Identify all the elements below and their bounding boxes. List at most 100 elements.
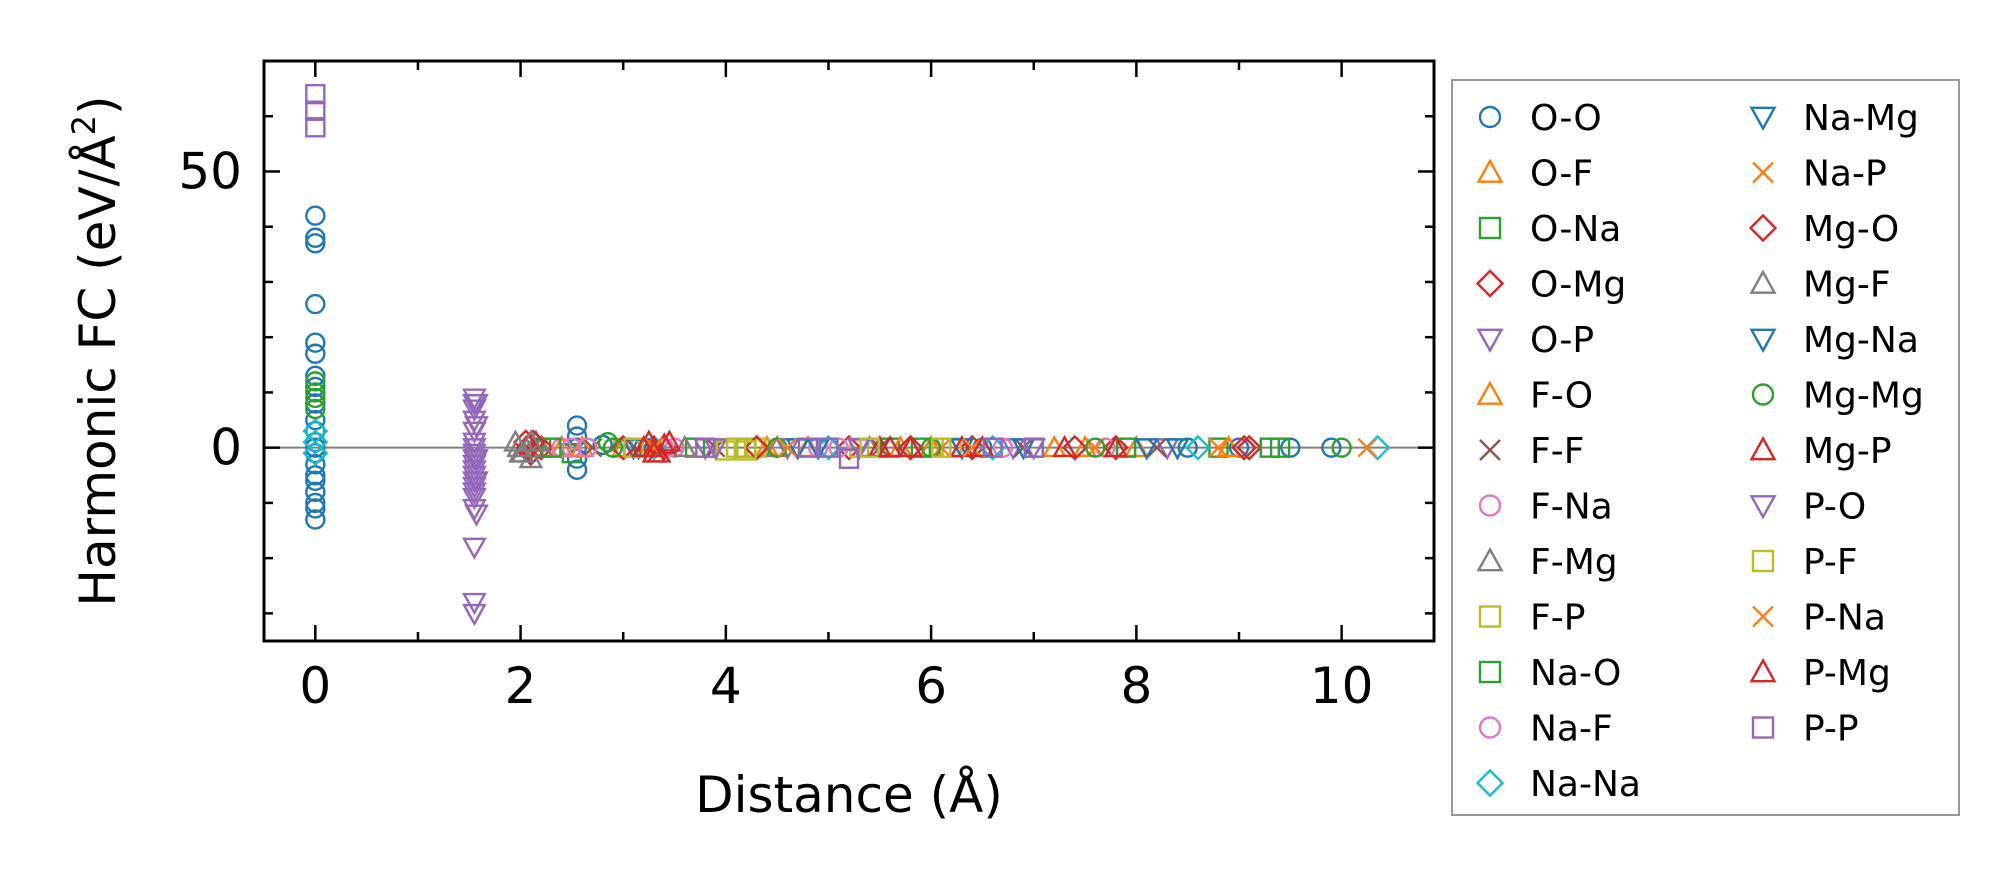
- data-point: [1134, 438, 1160, 461]
- series-mg-mg: [305, 371, 1352, 458]
- data-point: [305, 465, 326, 486]
- data-point: [838, 448, 860, 469]
- data-point: [777, 437, 798, 458]
- data-point: [1165, 438, 1190, 461]
- data-point: [1357, 437, 1378, 458]
- legend-label: F-Mg: [1530, 542, 1618, 583]
- data-point: [305, 398, 326, 420]
- legend-entry: F-P: [1478, 598, 1585, 639]
- data-point: [305, 376, 326, 398]
- data-point: [510, 440, 536, 463]
- x-tick-label: 10: [1310, 657, 1374, 715]
- data-point: [602, 437, 624, 458]
- data-point: [464, 393, 489, 417]
- legend-label: F-P: [1530, 598, 1585, 639]
- legend-marker: [1478, 660, 1502, 684]
- legend-marker: [1476, 328, 1504, 353]
- data-points-layer: [302, 83, 1391, 627]
- legend-entry: Mg-P: [1749, 431, 1892, 472]
- data-point: [949, 434, 975, 458]
- legend-marker: [1751, 716, 1775, 739]
- x-tick-label: 2: [505, 657, 537, 715]
- series-p-mg: [631, 429, 1077, 463]
- legend-entry: Na-P: [1752, 154, 1887, 195]
- data-point: [305, 498, 326, 519]
- legend-marker: [1475, 269, 1505, 298]
- legend-marker: [1748, 213, 1778, 243]
- data-point: [302, 429, 329, 456]
- legend-label: Mg-P: [1803, 431, 1892, 472]
- data-point: [519, 429, 546, 456]
- tick-labels-layer: 0 2 4 6 8 10 0 50: [178, 142, 1373, 715]
- data-point: [305, 481, 326, 503]
- plot-frame: [262, 59, 1436, 643]
- data-point: [1259, 437, 1280, 458]
- data-point: [528, 434, 555, 461]
- data-point: [1052, 434, 1077, 458]
- legend-entry: O-Na: [1478, 209, 1621, 250]
- legend-frame: [1451, 79, 1960, 816]
- data-point: [1023, 437, 1044, 458]
- x-tick-label: 6: [915, 657, 947, 715]
- data-point: [305, 437, 326, 458]
- legend-label: Mg-O: [1803, 209, 1899, 250]
- data-point: [1321, 437, 1342, 458]
- data-point: [518, 445, 544, 469]
- data-point: [305, 293, 326, 315]
- legend-marker: [1476, 380, 1504, 405]
- legend-label: O-O: [1530, 98, 1602, 139]
- data-point: [541, 437, 562, 458]
- legend-marker: [1479, 439, 1501, 461]
- legend-marker: [1476, 547, 1504, 572]
- data-point: [1280, 437, 1301, 458]
- legend-entry: F-Na: [1478, 487, 1613, 528]
- data-point: [1013, 437, 1034, 458]
- legend-label: P-O: [1803, 487, 1866, 528]
- data-point: [797, 437, 819, 458]
- legend-marker: [1752, 161, 1774, 184]
- legend-marker: [1749, 495, 1777, 520]
- data-point: [462, 460, 487, 483]
- legend-entry: P-P: [1751, 709, 1859, 750]
- data-point: [931, 437, 952, 458]
- data-point: [551, 437, 572, 458]
- data-point: [805, 438, 831, 461]
- data-point: [305, 343, 326, 364]
- data-point: [818, 437, 839, 458]
- legend-label: O-F: [1530, 154, 1593, 195]
- series-p-p: [305, 83, 1044, 469]
- data-point: [305, 365, 326, 387]
- data-point: [305, 83, 326, 105]
- data-point: [1269, 437, 1291, 458]
- axis-ticks-layer: [264, 61, 1434, 641]
- data-point: [464, 504, 489, 527]
- legend-marker: [1749, 658, 1777, 683]
- data-point: [305, 492, 326, 514]
- data-point: [1208, 437, 1229, 458]
- data-point: [931, 437, 952, 458]
- data-point: [869, 437, 890, 458]
- legend-label: Na-P: [1803, 154, 1887, 195]
- x-tick-label: 8: [1120, 657, 1152, 715]
- data-point: [970, 434, 995, 458]
- data-point: [877, 434, 903, 458]
- y-tick-label: 0: [210, 419, 242, 477]
- y-axis-title: Harmonic FC (eV/Å2): [65, 95, 127, 606]
- data-point: [462, 603, 487, 627]
- legend-label: Na-Mg: [1803, 98, 1919, 139]
- legend-label: Mg-Na: [1803, 320, 1919, 361]
- data-point: [462, 438, 487, 461]
- data-point: [302, 440, 329, 467]
- legend-entry: F-F: [1479, 431, 1584, 472]
- data-point: [641, 440, 667, 463]
- data-point: [305, 117, 326, 138]
- data-point: [305, 387, 326, 409]
- legend-marker: [1478, 216, 1502, 240]
- data-point: [305, 420, 326, 442]
- data-point: [1085, 437, 1106, 458]
- x-tick-label: 4: [710, 657, 742, 715]
- legend-marker: [1751, 383, 1775, 406]
- data-point: [836, 434, 862, 461]
- data-point: [464, 471, 489, 494]
- data-point: [703, 438, 728, 461]
